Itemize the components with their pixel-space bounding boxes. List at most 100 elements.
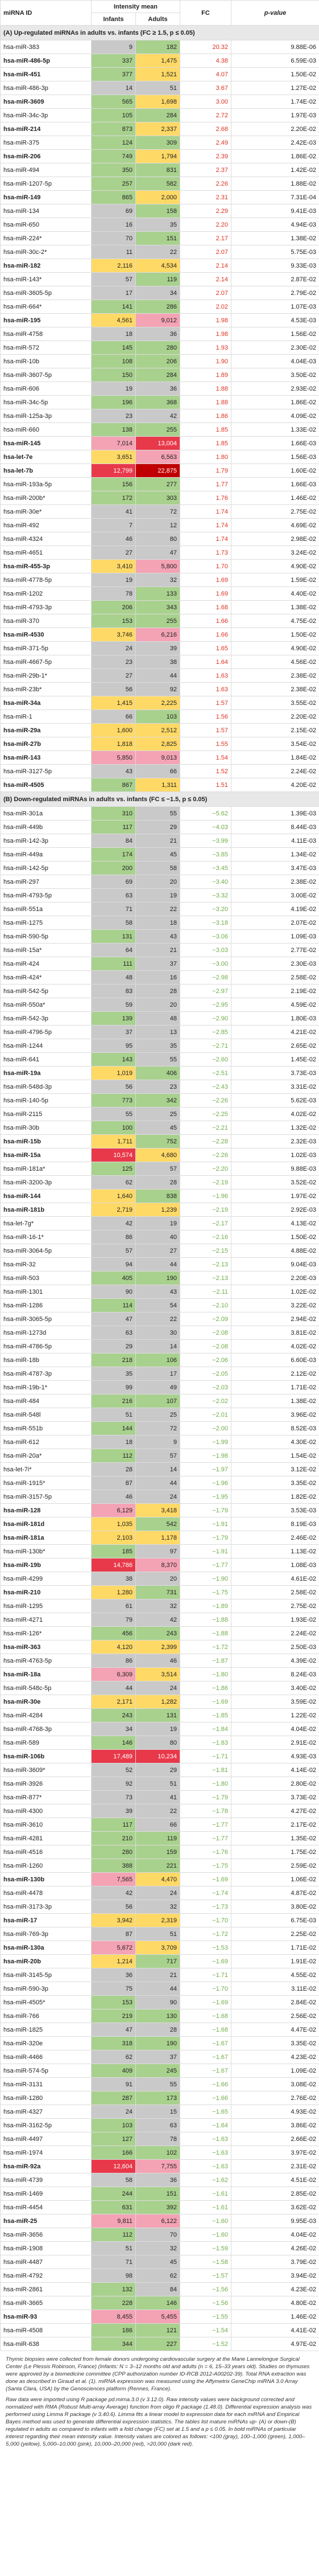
mirna-id: hsa-miR-3162-5p (0, 2118, 92, 2132)
intensity-cell: 51 (135, 1927, 180, 1941)
p-value: 4.90E-02 (231, 641, 319, 655)
col-header: Infants (91, 13, 136, 26)
mirna-id: hsa-miR-424* (0, 970, 92, 985)
mirna-id: hsa-miR-4497 (0, 2132, 92, 2146)
fold-change: 3.67 (180, 81, 231, 95)
intensity-cell: 121 (135, 2323, 180, 2337)
fold-change: −3.20 (180, 902, 231, 916)
fold-change: −2.71 (180, 1039, 231, 1053)
fold-change: −1.59 (180, 2241, 231, 2255)
intensity-cell: 44 (135, 1476, 180, 1490)
data-row: hsa-miR-4505 867 1,311 1.51 4.20E-02 (0, 778, 319, 792)
mirna-id: hsa-miR-15b (0, 1134, 92, 1148)
fold-change: −1.86 (180, 1681, 231, 1695)
intensity-cell: 22 (135, 1312, 180, 1326)
p-value: 1.97E-03 (231, 108, 319, 122)
intensity-cell: 2,512 (135, 723, 180, 737)
data-row: hsa-miR-4497 127 78 −1.63 2.66E-02 (0, 2132, 319, 2146)
fold-change: −2.90 (180, 1011, 231, 1026)
intensity-cell: 5,800 (135, 559, 180, 573)
data-row: hsa-miR-210 1,280 731 −1.75 2.58E-02 (0, 1585, 319, 1599)
data-row: hsa-miR-193a-5p 156 277 1.77 1.66E-03 (0, 477, 319, 491)
p-value: 3.62E-02 (231, 2200, 319, 2214)
data-row: hsa-miR-4299 38 20 −1.90 4.61E-02 (0, 1572, 319, 1586)
mirna-id: hsa-miR-1260 (0, 1859, 92, 1873)
mirna-id: hsa-miR-3656 (0, 2228, 92, 2242)
fold-change: 1.74 (180, 532, 231, 546)
p-value: 2.50E-03 (231, 1640, 319, 1654)
intensity-cell: 406 (135, 1066, 180, 1080)
intensity-cell: 64 (91, 943, 136, 957)
mirna-id: hsa-miR-4478 (0, 1886, 92, 1900)
fold-change: 1.98 (180, 313, 231, 327)
p-value: 3.08E-02 (231, 2077, 319, 2091)
p-value: 1.56E-02 (231, 327, 319, 341)
intensity-cell: 144 (91, 1421, 136, 1435)
mirna-id: hsa-miR-19a (0, 1066, 92, 1080)
intensity-cell: 409 (91, 2064, 136, 2078)
mirna-id: hsa-miR-19b (0, 1558, 92, 1572)
intensity-cell: 5,455 (135, 2310, 180, 2324)
p-value: 1.54E-02 (231, 1449, 319, 1463)
intensity-cell: 173 (135, 2091, 180, 2105)
fold-change: 1.66 (180, 627, 231, 642)
fold-change: −1.53 (180, 1941, 231, 1955)
intensity-cell: 19 (135, 888, 180, 903)
intensity-cell: 7,014 (91, 436, 136, 450)
data-row: hsa-miR-3127-5p 43 66 1.52 2.24E-02 (0, 764, 319, 778)
mirna-id: hsa-miR-125a-3p (0, 409, 92, 423)
intensity-cell: 106 (135, 1353, 180, 1367)
mirna-id: hsa-miR-1915* (0, 1476, 92, 1490)
intensity-cell: 151 (135, 231, 180, 245)
intensity-cell: 9,811 (91, 2214, 136, 2228)
data-row: hsa-miR-3605-5p 17 34 2.07 2.79E-02 (0, 286, 319, 300)
intensity-cell: 58 (91, 2173, 136, 2187)
intensity-cell: 44 (135, 1982, 180, 1996)
p-value: 1.06E-02 (231, 1872, 319, 1886)
fold-change: 1.85 (180, 423, 231, 437)
fold-change: −3.06 (180, 929, 231, 944)
p-value: 1.56E-03 (231, 450, 319, 464)
p-value: 4.02E-02 (231, 1107, 319, 1121)
intensity-cell: 90 (91, 1285, 136, 1299)
data-row: hsa-miR-590-5p 131 43 −3.06 1.09E-03 (0, 929, 319, 944)
mirna-id: hsa-miR-484 (0, 1394, 92, 1408)
intensity-cell: 71 (91, 902, 136, 916)
p-value: 3.81E-02 (231, 1326, 319, 1340)
fold-change: 2.14 (180, 259, 231, 273)
data-row: hsa-miR-181a 2,103 1,178 −1.79 2.46E-02 (0, 1531, 319, 1545)
intensity-cell: 185 (91, 1544, 136, 1558)
intensity-cell: 69 (91, 204, 136, 218)
fold-change: −1.63 (180, 2132, 231, 2146)
p-value: 3.97E-02 (231, 2146, 319, 2160)
mirna-id: hsa-miR-181d (0, 1517, 92, 1531)
intensity-cell: 2,719 (91, 1203, 136, 1217)
data-row: hsa-miR-4281 210 119 −1.77 1.35E-02 (0, 1831, 319, 1845)
data-row: hsa-miR-1825 47 28 −1.68 4.47E-02 (0, 2023, 319, 2037)
intensity-cell: 56 (91, 682, 136, 696)
mirna-id: hsa-miR-4300 (0, 1804, 92, 1818)
mirna-id: hsa-let-7b (0, 463, 92, 478)
fold-change: −2.98 (180, 970, 231, 985)
fold-change: 1.54 (180, 750, 231, 765)
intensity-cell: 78 (91, 586, 136, 601)
intensity-cell: 2,171 (91, 1695, 136, 1709)
data-row: hsa-miR-449a 174 45 −3.85 1.34E-02 (0, 847, 319, 862)
fold-change: 1.79 (180, 463, 231, 478)
intensity-cell: 48 (91, 970, 136, 985)
data-row: hsa-miR-144 1,640 838 −1.96 1.97E-02 (0, 1189, 319, 1203)
intensity-cell: 63 (135, 2118, 180, 2132)
data-row: hsa-miR-4516 280 159 −1.76 1.75E-02 (0, 1845, 319, 1859)
intensity-cell: 98 (91, 2269, 136, 2283)
data-row: hsa-miR-4739 58 36 −1.62 4.51E-02 (0, 2173, 319, 2187)
mirna-id: hsa-miR-4327 (0, 2105, 92, 2119)
intensity-cell: 84 (91, 834, 136, 848)
fold-change: −1.55 (180, 2310, 231, 2324)
mirna-id: hsa-miR-572 (0, 341, 92, 355)
fold-change: −1.95 (180, 1490, 231, 1504)
p-value: 2.94E-02 (231, 1312, 319, 1326)
p-value: 3.12E-02 (231, 1462, 319, 1476)
p-value: 4.27E-02 (231, 1804, 319, 1818)
intensity-cell: 287 (91, 2091, 136, 2105)
intensity-cell: 87 (91, 1927, 136, 1941)
